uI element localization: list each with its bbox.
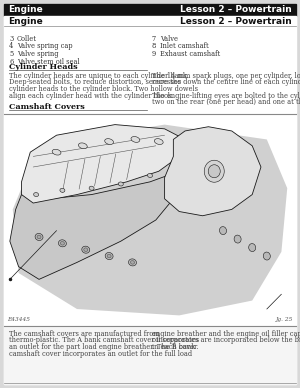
- Text: Inlet camshaft: Inlet camshaft: [160, 43, 209, 50]
- Text: engine breather and the engine oil filler cap. Identical: engine breather and the engine oil fille…: [152, 330, 300, 338]
- Text: Deep-seated bolts, to reduce distortion, secure the: Deep-seated bolts, to reduce distortion,…: [9, 78, 181, 87]
- Ellipse shape: [220, 227, 226, 235]
- Ellipse shape: [60, 188, 65, 192]
- Ellipse shape: [82, 246, 90, 253]
- Text: Engine: Engine: [8, 5, 43, 14]
- Ellipse shape: [128, 259, 136, 266]
- Ellipse shape: [105, 253, 113, 260]
- Text: camshaft cover incorporates an outlet for the full load: camshaft cover incorporates an outlet fo…: [9, 350, 192, 357]
- Polygon shape: [10, 173, 173, 279]
- Text: E43445: E43445: [7, 317, 30, 322]
- Text: The engine-lifting eyes are bolted to the cylinder heads;: The engine-lifting eyes are bolted to th…: [152, 92, 300, 99]
- Ellipse shape: [89, 186, 94, 190]
- Text: 6: 6: [9, 57, 13, 66]
- Ellipse shape: [118, 182, 123, 186]
- Text: 4: 4: [9, 43, 14, 50]
- Text: The cylinder heads are unique to each cylinder bank.: The cylinder heads are unique to each cy…: [9, 72, 189, 80]
- Text: 9: 9: [152, 50, 156, 58]
- Ellipse shape: [208, 165, 220, 178]
- Text: Valve stem oil seal: Valve stem oil seal: [17, 57, 80, 66]
- Text: The 14 mm spark plugs, one per cylinder, locate in: The 14 mm spark plugs, one per cylinder,…: [152, 72, 300, 80]
- Ellipse shape: [107, 254, 111, 258]
- Text: in each cover.: in each cover.: [152, 343, 199, 351]
- Polygon shape: [165, 127, 261, 216]
- Bar: [4, 4, 296, 16]
- Text: align each cylinder head with the cylinder block.: align each cylinder head with the cylind…: [9, 92, 174, 99]
- Ellipse shape: [204, 160, 224, 182]
- Ellipse shape: [60, 242, 64, 245]
- Text: 3: 3: [9, 35, 13, 43]
- Text: Cylinder Heads: Cylinder Heads: [9, 63, 78, 71]
- Polygon shape: [22, 125, 185, 203]
- Text: Lesson 2 – Powertrain: Lesson 2 – Powertrain: [180, 5, 292, 14]
- Ellipse shape: [78, 143, 87, 149]
- Polygon shape: [13, 125, 287, 315]
- Ellipse shape: [84, 248, 88, 251]
- Text: Camshaft Covers: Camshaft Covers: [9, 103, 85, 111]
- Ellipse shape: [131, 137, 140, 142]
- Text: oil separators are incorporated below the breather outlet: oil separators are incorporated below th…: [152, 336, 300, 345]
- Text: Lesson 2 – Powertrain: Lesson 2 – Powertrain: [180, 17, 292, 26]
- Text: The camshaft covers are manufactured from: The camshaft covers are manufactured fro…: [9, 330, 160, 338]
- Text: Valve spring: Valve spring: [17, 50, 59, 58]
- Text: Valve: Valve: [160, 35, 178, 43]
- Text: Exhaust camshaft: Exhaust camshaft: [160, 50, 220, 58]
- Text: thermo-plastic. The A bank camshaft cover incorporates: thermo-plastic. The A bank camshaft cove…: [9, 336, 199, 345]
- Text: 8: 8: [152, 43, 156, 50]
- Ellipse shape: [249, 244, 256, 251]
- Text: two on the rear (one per head) and one at the front.: two on the rear (one per head) and one a…: [152, 98, 300, 106]
- Ellipse shape: [105, 139, 113, 144]
- Text: 5: 5: [9, 50, 13, 58]
- Ellipse shape: [58, 240, 66, 247]
- Text: 7: 7: [152, 35, 156, 43]
- Text: an outlet for the part load engine breather. The B bank: an outlet for the part load engine breat…: [9, 343, 195, 351]
- Text: recesses down the centre line of each cylinder head.: recesses down the centre line of each cy…: [152, 78, 300, 87]
- Ellipse shape: [154, 139, 163, 144]
- Text: Engine: Engine: [8, 17, 43, 26]
- Text: Collet: Collet: [17, 35, 37, 43]
- Ellipse shape: [263, 252, 270, 260]
- Bar: [4, 114, 296, 326]
- Ellipse shape: [148, 173, 152, 177]
- Text: Valve spring cap: Valve spring cap: [17, 43, 73, 50]
- Text: cylinder heads to the cylinder block. Two hollow dowels: cylinder heads to the cylinder block. Tw…: [9, 85, 198, 93]
- Bar: [4, 16, 296, 26]
- Ellipse shape: [35, 234, 43, 241]
- Ellipse shape: [130, 261, 134, 264]
- Ellipse shape: [37, 235, 41, 239]
- Ellipse shape: [234, 235, 241, 243]
- Text: Jg. 25: Jg. 25: [276, 317, 293, 322]
- Ellipse shape: [52, 149, 61, 155]
- Ellipse shape: [34, 192, 39, 197]
- Bar: [4, 326, 296, 384]
